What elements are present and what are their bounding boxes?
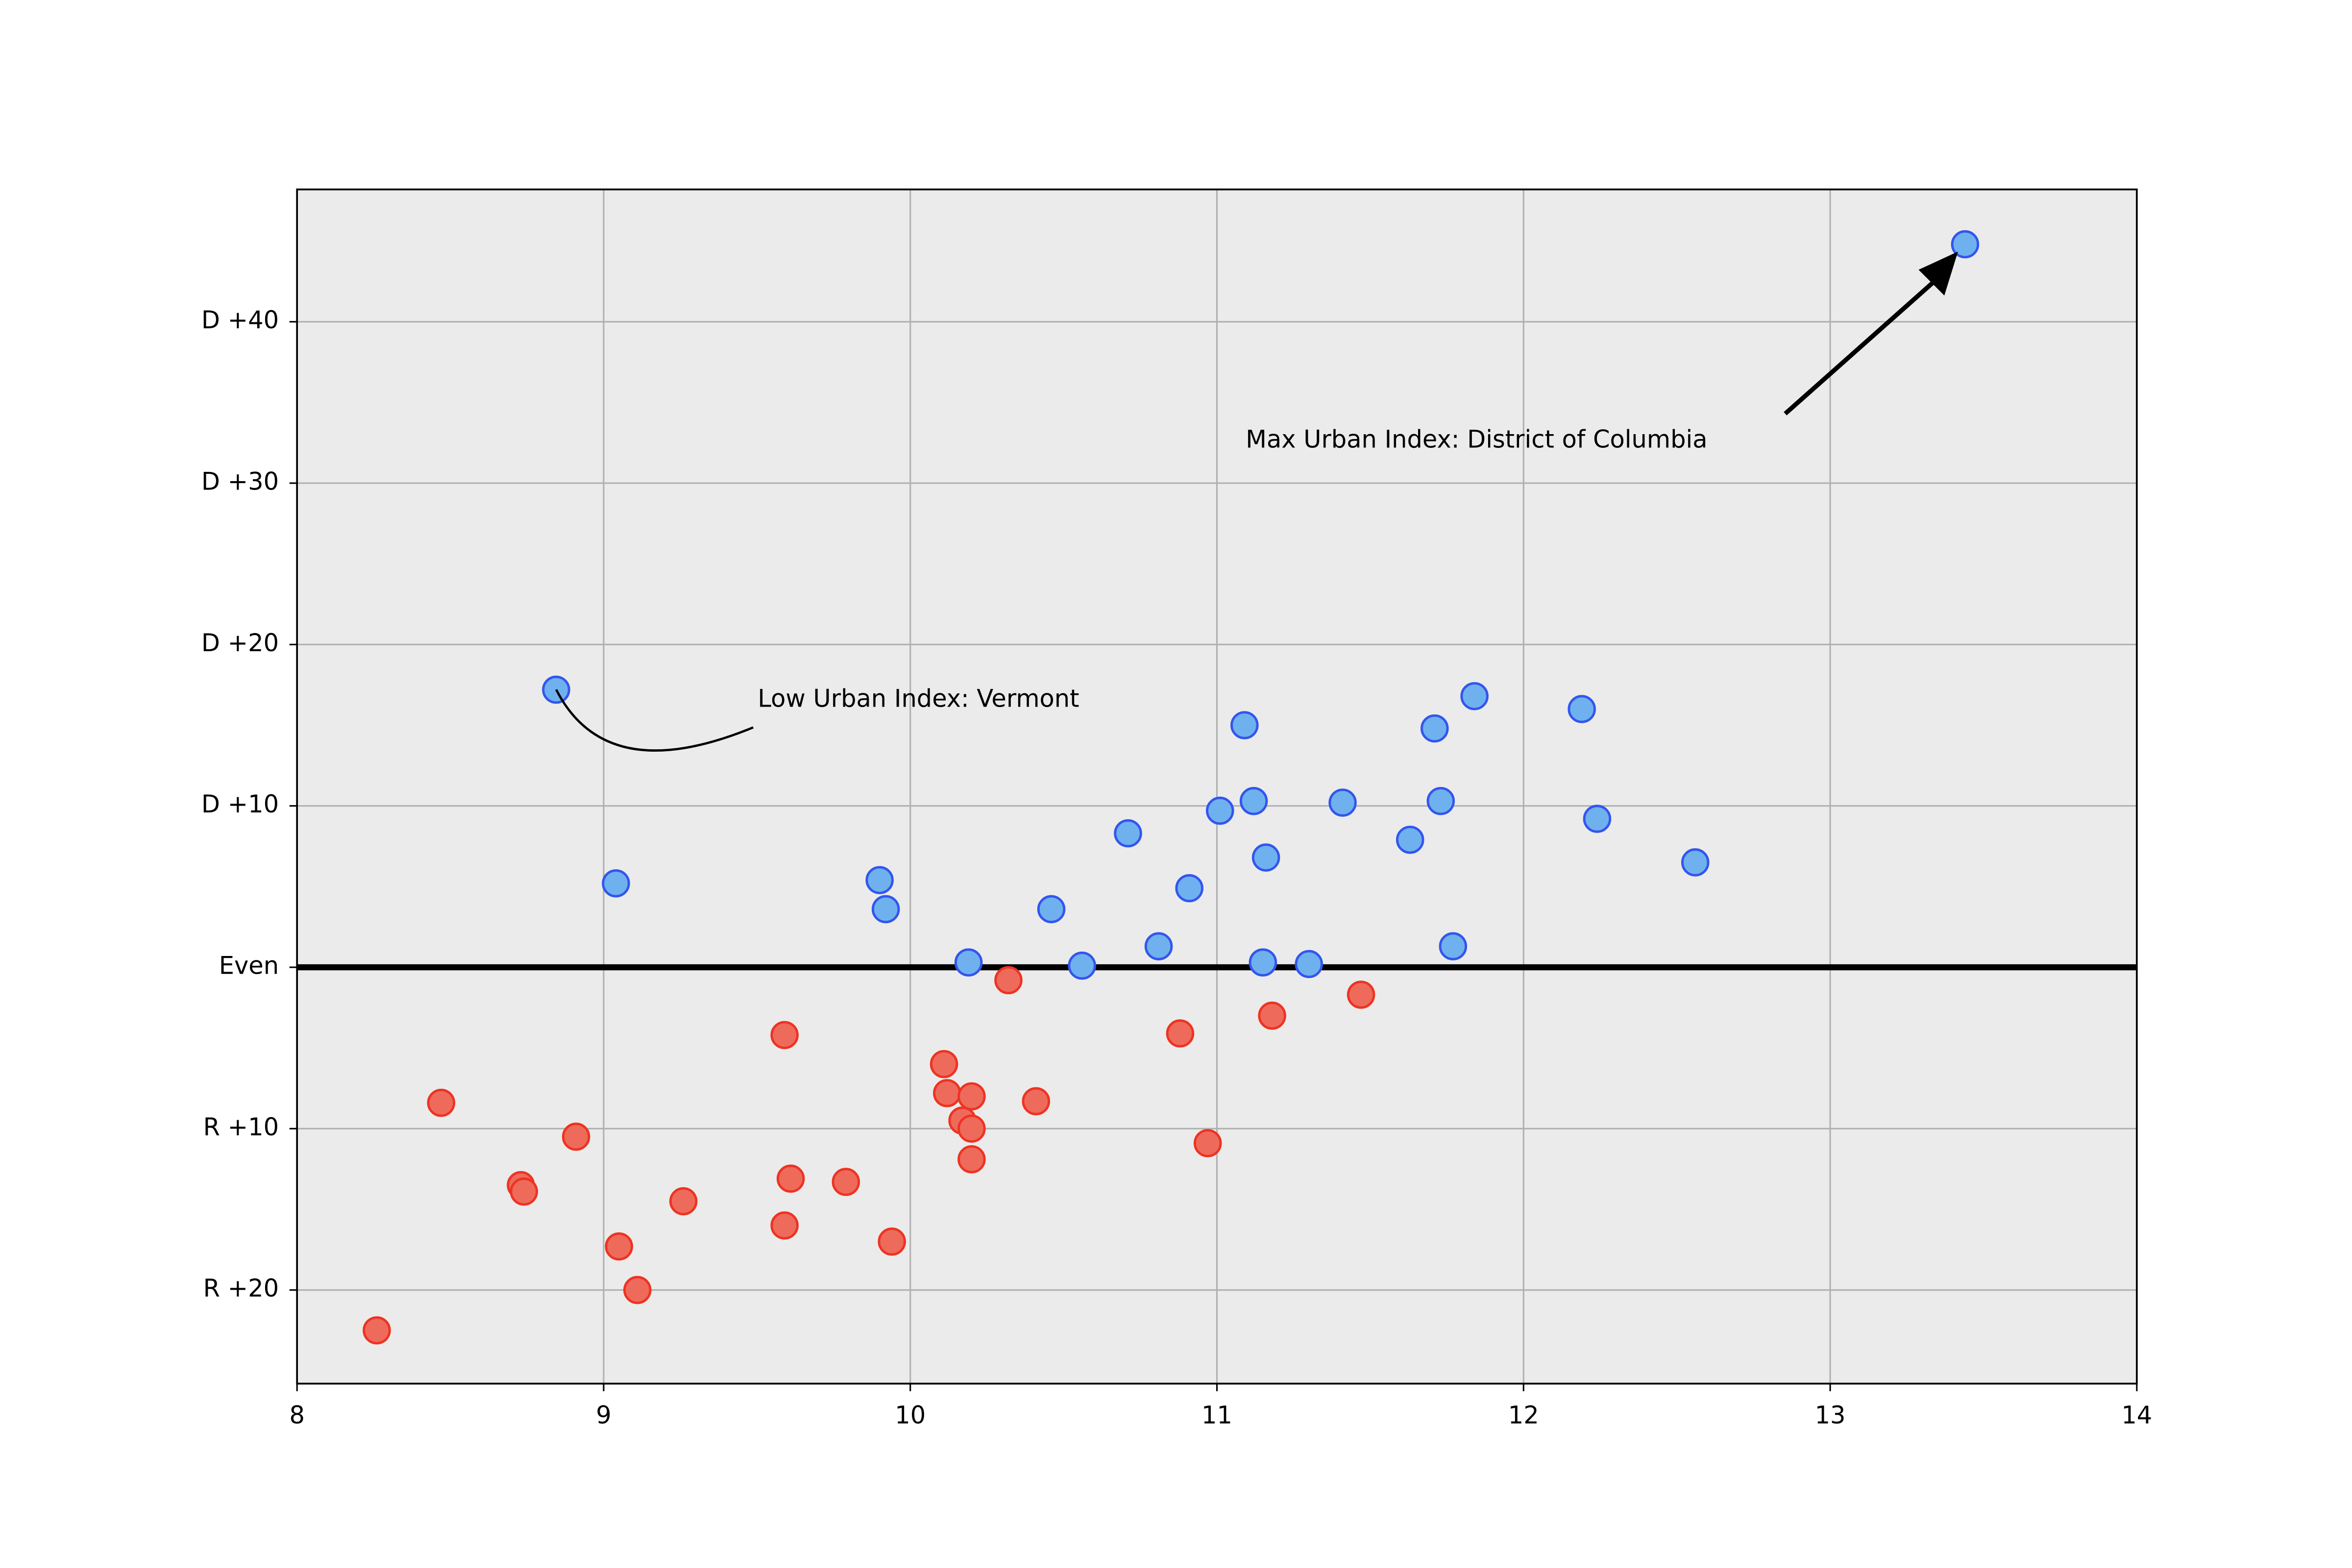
annotation-arrow <box>1784 280 1936 416</box>
y-tick-label: Even <box>219 952 279 980</box>
y-tick-label: R +20 <box>203 1274 279 1302</box>
data-point <box>1166 1019 1195 1048</box>
data-point <box>994 966 1023 995</box>
x-tick-label: 14 <box>2121 1401 2152 1429</box>
data-point <box>1022 1087 1051 1116</box>
data-point <box>1460 682 1489 710</box>
data-point <box>1426 787 1455 815</box>
data-point <box>1230 711 1259 739</box>
x-tick-label: 11 <box>1201 1401 1232 1429</box>
data-point <box>1681 848 1710 877</box>
y-tick-label: D +30 <box>201 467 279 495</box>
data-point <box>957 1114 986 1143</box>
annotation-connector <box>555 689 754 752</box>
data-point <box>871 895 900 924</box>
data-point <box>1258 1002 1286 1030</box>
data-point <box>1239 787 1268 815</box>
data-point <box>930 1050 958 1078</box>
data-point <box>623 1275 652 1304</box>
data-point <box>1037 895 1066 924</box>
data-point <box>1193 1129 1222 1157</box>
data-point <box>1568 695 1596 723</box>
data-point <box>770 1021 799 1050</box>
y-tick-label: R +10 <box>203 1113 279 1141</box>
data-point <box>832 1168 860 1196</box>
data-point <box>1205 796 1234 825</box>
data-point <box>363 1316 391 1345</box>
x-tick-label: 8 <box>289 1401 304 1429</box>
data-point <box>1583 805 1612 833</box>
data-point <box>1251 843 1280 872</box>
data-point <box>933 1079 961 1107</box>
data-point <box>427 1088 456 1117</box>
data-point <box>957 1082 986 1111</box>
data-point <box>878 1227 906 1256</box>
x-tick-label: 10 <box>895 1401 926 1429</box>
y-tick-label: D +20 <box>201 629 279 657</box>
data-point <box>1249 948 1277 977</box>
x-tick-label: 13 <box>1815 1401 1846 1429</box>
data-point <box>1295 950 1323 979</box>
data-point <box>770 1211 799 1240</box>
data-point <box>1951 230 1980 259</box>
data-point <box>1328 788 1357 817</box>
annotation-arrow-head <box>1918 251 1958 296</box>
data-point <box>602 869 630 898</box>
data-point <box>776 1164 805 1193</box>
data-point <box>1421 714 1449 743</box>
data-point <box>1396 826 1424 854</box>
annotation: Low Urban Index: Vermont <box>758 684 1079 712</box>
data-point <box>957 1145 986 1174</box>
data-point <box>1439 932 1468 960</box>
data-point <box>1144 932 1173 960</box>
data-point <box>1068 951 1096 980</box>
data-point <box>669 1187 698 1216</box>
data-point <box>562 1123 590 1151</box>
data-point <box>1175 874 1203 903</box>
data-point <box>605 1232 634 1261</box>
data-point <box>1347 980 1375 1009</box>
x-tick-label: 12 <box>1508 1401 1539 1429</box>
data-point <box>510 1177 539 1206</box>
y-tick-label: D +40 <box>201 306 279 334</box>
y-tick-label: D +10 <box>201 790 279 818</box>
data-point <box>865 866 894 894</box>
x-tick-label: 9 <box>596 1401 611 1429</box>
data-point <box>1114 819 1142 848</box>
annotation: Max Urban Index: District of Columbia <box>1246 425 1707 453</box>
data-point <box>954 948 983 977</box>
